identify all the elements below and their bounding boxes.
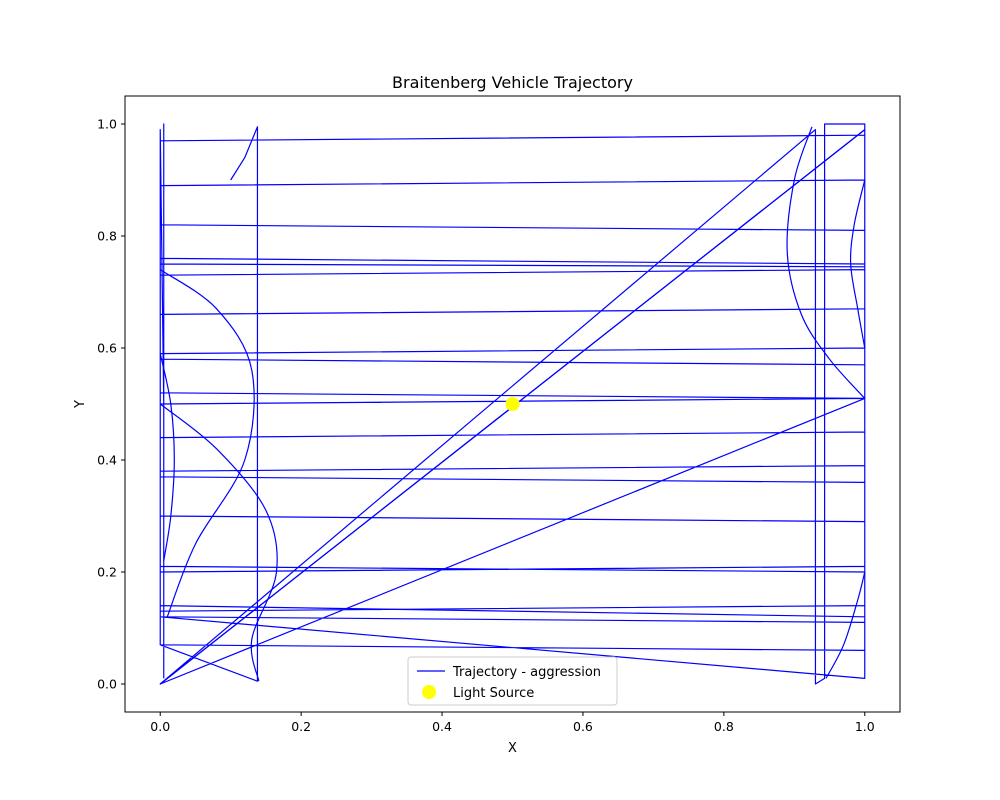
y-axis-ticks: 0.0 0.2 0.4 0.6 0.8 1.0 [97,117,125,692]
y-tick-label: 0.2 [97,565,117,580]
y-tick-label: 0.0 [97,677,117,692]
legend-label-trajectory: Trajectory - aggression [452,665,601,680]
y-tick-label: 0.6 [97,341,117,356]
y-tick-label: 0.8 [97,229,117,244]
y-tick-label: 1.0 [97,117,117,132]
legend: Trajectory - aggression Light Source [407,656,618,706]
trajectory-curve-2 [159,403,278,682]
x-tick-label: 0.6 [573,719,593,734]
trajectory-curve-1 [159,269,255,618]
legend-box [407,656,618,706]
light-source-marker [505,397,520,411]
y-tick-label: 0.4 [97,453,117,468]
x-tick-label: 0.8 [714,719,734,734]
x-axis-ticks: 0.0 0.2 0.4 0.6 0.8 1.0 [150,712,875,734]
trajectory-curve-3 [159,353,175,561]
plot-area [124,95,901,713]
trajectory-curve-6 [825,571,866,679]
x-tick-label: 1.0 [855,719,875,734]
marker-layer [505,397,520,411]
chart-title: Braitenberg Vehicle Trajectory [392,73,633,92]
plot-frame [124,95,901,713]
x-axis-label: X [508,741,517,756]
trajectory-curve-5 [849,179,866,349]
y-axis-label: Y [73,400,88,409]
legend-marker-light-source [422,685,436,699]
trajectory-curve-4 [786,126,866,399]
x-tick-label: 0.4 [432,719,452,734]
x-tick-label: 0.0 [150,719,170,734]
x-tick-label: 0.2 [291,719,311,734]
legend-label-light-source: Light Source [453,686,534,701]
